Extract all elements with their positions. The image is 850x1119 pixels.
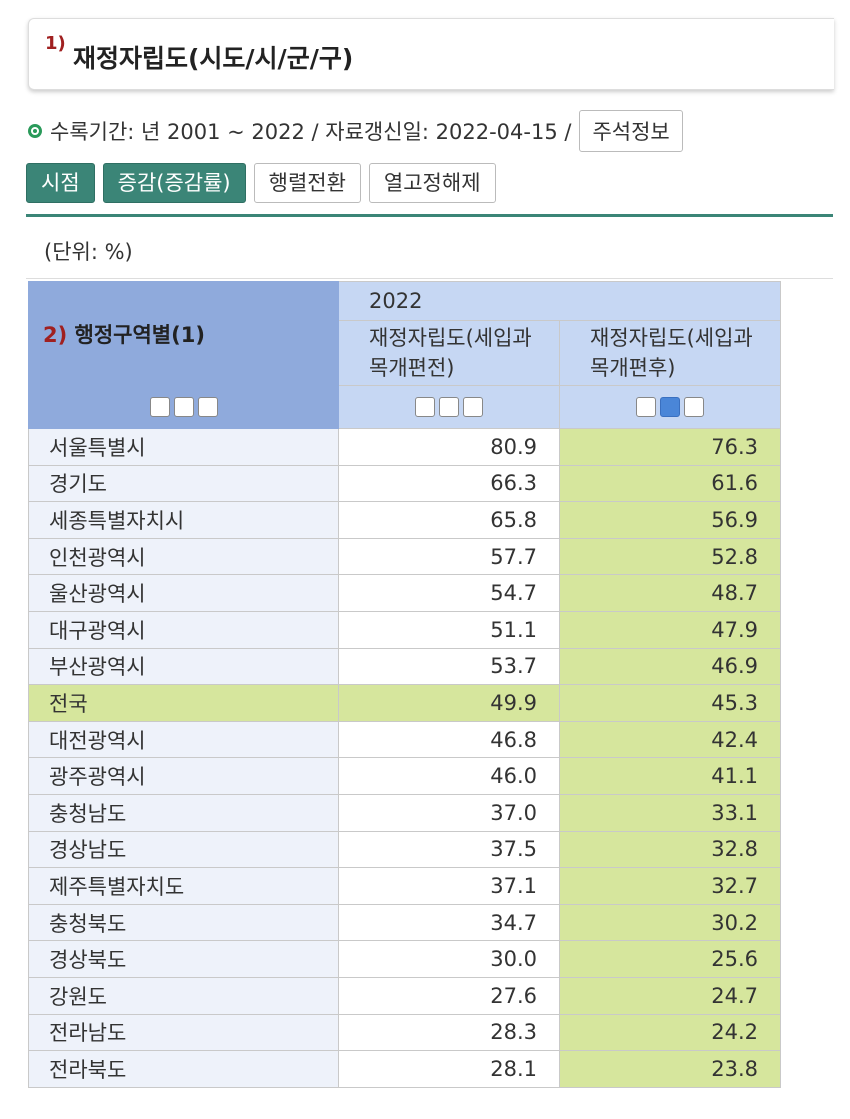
- table-row: 서울특별시 80.9 76.3: [28, 428, 781, 466]
- cell-value: 46.0: [338, 757, 560, 795]
- row-name: 부산광역시: [28, 647, 339, 686]
- table-row: 전국 49.9 45.3: [28, 684, 781, 722]
- cell-value: 56.9: [559, 501, 781, 539]
- cell-value: 61.6: [559, 464, 781, 503]
- table-row: 충청북도 34.7 30.2: [28, 903, 781, 942]
- row-name: 전라남도: [28, 1013, 339, 1052]
- table-row: 충청남도 37.0 33.1: [28, 793, 781, 832]
- title-number: 1): [45, 33, 66, 54]
- table-row: 인천광역시 57.7 52.8: [28, 537, 781, 576]
- toolbar-button[interactable]: 행렬전환: [253, 163, 361, 203]
- row-name: 대전광역시: [28, 720, 339, 759]
- table-row: 세종특별자치시 65.8 56.9: [28, 501, 781, 539]
- row-name: 강원도: [28, 976, 339, 1015]
- table-row: 전라남도 28.3 24.2: [28, 1013, 781, 1052]
- sort-controls[interactable]: [574, 397, 766, 417]
- cell-value: 32.7: [559, 867, 781, 905]
- cell-value: 66.3: [338, 464, 560, 503]
- row-name: 서울특별시: [28, 428, 339, 466]
- cell-value: 46.9: [559, 647, 781, 686]
- table-row: 광주광역시 46.0 41.1: [28, 757, 781, 795]
- column-header: 재정자립도(세입과목개편후): [590, 326, 753, 380]
- cell-value: 52.8: [559, 537, 781, 576]
- info-text: 수록기간: 년 2001 ~ 2022 / 자료갱신일: 2022-04-15 …: [50, 120, 572, 144]
- cell-value: 37.0: [338, 793, 560, 832]
- row-name: 대구광역시: [28, 610, 339, 649]
- cell-value: 33.1: [559, 793, 781, 832]
- cell-value: 24.7: [559, 976, 781, 1015]
- icon: [28, 124, 42, 138]
- row-name: 제주특별자치도: [28, 867, 339, 905]
- table-row: 경상북도 30.0 25.6: [28, 940, 781, 978]
- cell-value: 42.4: [559, 720, 781, 759]
- table-row: 경상남도 37.5 32.8: [28, 830, 781, 869]
- cell-value: 23.8: [559, 1050, 781, 1088]
- row-name: 인천광역시: [28, 537, 339, 576]
- cell-value: 47.9: [559, 610, 781, 649]
- title-panel: 1) 재정자립도(시도/시/군/구): [28, 18, 834, 90]
- cell-value: 28.3: [338, 1013, 560, 1052]
- table-row: 경기도 66.3 61.6: [28, 464, 781, 503]
- row-name: 전라북도: [28, 1050, 339, 1088]
- cell-value: 37.1: [338, 867, 560, 905]
- cell-value: 76.3: [559, 428, 781, 466]
- row-name: 전국: [28, 684, 339, 722]
- cell-value: 34.7: [338, 903, 560, 942]
- note-button[interactable]: 주석정보: [579, 110, 683, 152]
- row-name: 충청북도: [28, 903, 339, 942]
- cell-value: 53.7: [338, 647, 560, 686]
- cell-value: 48.7: [559, 574, 781, 612]
- row-name: 경기도: [28, 464, 339, 503]
- cell-value: 54.7: [338, 574, 560, 612]
- divider: [26, 214, 833, 217]
- cell-value: 49.9: [338, 684, 560, 722]
- divider: [26, 278, 833, 279]
- row-header-number: 2): [43, 322, 68, 347]
- cell-value: 57.7: [338, 537, 560, 576]
- table-row: 울산광역시 54.7 48.7: [28, 574, 781, 612]
- row-header: 2) 행정구역별(1): [28, 281, 339, 386]
- cell-value: 24.2: [559, 1013, 781, 1052]
- cell-value: 37.5: [338, 830, 560, 869]
- toolbar-button[interactable]: 증감(증감률): [102, 163, 246, 203]
- row-name: 경상남도: [28, 830, 339, 869]
- data-table: 2) 행정구역별(1) 2022 재정자립도(세입과목개편전) 재정자립도(세입…: [28, 281, 781, 1088]
- table-row: 대구광역시 51.1 47.9: [28, 610, 781, 649]
- cell-value: 32.8: [559, 830, 781, 869]
- cell-value: 65.8: [338, 501, 560, 539]
- year: 2022: [338, 281, 781, 321]
- sort-controls[interactable]: [353, 397, 545, 417]
- cell-value: 80.9: [338, 428, 560, 466]
- table-row: 제주특별자치도 37.1 32.7: [28, 867, 781, 905]
- cell-value: 28.1: [338, 1050, 560, 1088]
- table-row: 대전광역시 46.8 42.4: [28, 720, 781, 759]
- unit: (단위: %): [44, 240, 133, 264]
- row-name: 광주광역시: [28, 757, 339, 795]
- sort-controls[interactable]: [43, 397, 324, 417]
- cell-value: 30.2: [559, 903, 781, 942]
- toolbar-button[interactable]: 시점: [26, 163, 95, 203]
- title: 재정자립도(시도/시/군/구): [73, 44, 354, 73]
- cell-value: 41.1: [559, 757, 781, 795]
- cell-value: 27.6: [338, 976, 560, 1015]
- info-line: 수록기간: 년 2001 ~ 2022 / 자료갱신일: 2022-04-15 …: [28, 110, 683, 152]
- cell-value: 51.1: [338, 610, 560, 649]
- cell-value: 25.6: [559, 940, 781, 978]
- toolbar: 시점 증감(증감률) 행렬전환 열고정해제: [26, 163, 496, 203]
- cell-value: 45.3: [559, 684, 781, 722]
- toolbar-button[interactable]: 열고정해제: [368, 163, 496, 203]
- row-name: 충청남도: [28, 793, 339, 832]
- cell-value: 30.0: [338, 940, 560, 978]
- row-name: 세종특별자치시: [28, 501, 339, 539]
- cell-value: 46.8: [338, 720, 560, 759]
- row-name: 경상북도: [28, 940, 339, 978]
- table-row: 강원도 27.6 24.7: [28, 976, 781, 1015]
- table-row: 전라북도 28.1 23.8: [28, 1050, 781, 1088]
- row-name: 울산광역시: [28, 574, 339, 612]
- row-header-text: 행정구역별(1): [74, 322, 205, 347]
- table-row: 부산광역시 53.7 46.9: [28, 647, 781, 686]
- column-header: 재정자립도(세입과목개편전): [369, 326, 532, 380]
